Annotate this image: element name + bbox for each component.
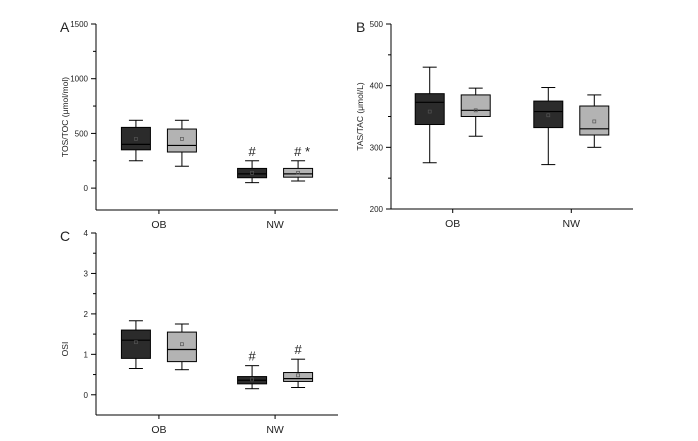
box-plot: [533, 87, 564, 166]
y-tick-label: 300: [370, 143, 384, 152]
mean-marker: [473, 108, 478, 113]
y-tick-label: 2: [84, 310, 89, 319]
iqr-box: [120, 126, 151, 151]
x-tick-label: OB: [151, 219, 166, 231]
y-tick-label: 500: [75, 129, 89, 138]
significance-annotation: # *: [294, 144, 310, 159]
panel-a: A 0 500 1000 1500 TOS/TOC (μmol/mol) OB NW # # *: [60, 19, 338, 231]
y-tick-label: 400: [370, 82, 384, 91]
mean-marker: [134, 340, 138, 345]
y-tick-label: 500: [370, 20, 384, 29]
y-tick-label: 4: [84, 229, 89, 238]
y-tick-label: 1: [84, 350, 89, 359]
y-tick-label: 1500: [70, 20, 88, 29]
y-tick-label: 1000: [70, 75, 88, 84]
box-plot: [414, 66, 445, 164]
mean-marker: [546, 113, 551, 118]
mean-marker: [296, 373, 300, 378]
box-plot: [579, 94, 610, 148]
x-tick-label: OB: [151, 424, 166, 436]
box-plot: #: [283, 342, 314, 388]
y-tick-label: 0: [84, 184, 89, 193]
mean-marker: [250, 170, 254, 175]
iqr-box: [237, 167, 268, 179]
x-tick-label: OB: [445, 218, 460, 230]
x-tick-label: NW: [266, 219, 284, 231]
box-plot: [166, 119, 197, 167]
iqr-box: [533, 100, 564, 129]
iqr-box: [579, 105, 610, 136]
iqr-box: [166, 331, 197, 363]
box-plot: [120, 320, 151, 369]
x-tick-label: NW: [266, 424, 284, 436]
mean-marker: [180, 137, 184, 141]
y-axis-label: OSI: [60, 342, 70, 357]
mean-marker: [296, 170, 300, 175]
mean-marker: [250, 377, 254, 382]
iqr-box: [460, 94, 491, 117]
significance-annotation: #: [248, 349, 256, 364]
iqr-box: [414, 93, 445, 126]
mean-marker: [134, 137, 138, 141]
panel-c: C 0 1 2 3 4 OSI OB NW # #: [60, 228, 338, 436]
box-plot: [120, 119, 151, 162]
y-axis-label: TAS/TAC (μmol/L): [355, 82, 365, 151]
box-plot: [460, 87, 491, 137]
y-tick-label: 200: [370, 205, 384, 214]
significance-annotation: #: [248, 144, 256, 159]
panel-b: B 200 300 400 500 TAS/TAC (μmol/L) OB NW: [355, 19, 633, 230]
panel-label: B: [356, 19, 365, 35]
box-plot: # *: [283, 144, 314, 182]
significance-annotation: #: [294, 342, 302, 357]
y-tick-label: 0: [84, 391, 89, 400]
mean-marker: [427, 109, 432, 114]
box-plot: [166, 323, 197, 371]
panel-label: C: [60, 228, 70, 244]
y-tick-label: 3: [84, 269, 89, 278]
mean-marker: [592, 119, 597, 124]
iqr-box: [120, 329, 151, 359]
y-axis-label: TOS/TOC (μmol/mol): [60, 77, 70, 157]
x-tick-label: NW: [563, 218, 581, 230]
box-plot: #: [237, 144, 268, 184]
iqr-box: [283, 167, 314, 178]
panel-label: A: [60, 19, 70, 35]
box-plot: #: [237, 349, 268, 390]
mean-marker: [180, 342, 184, 347]
